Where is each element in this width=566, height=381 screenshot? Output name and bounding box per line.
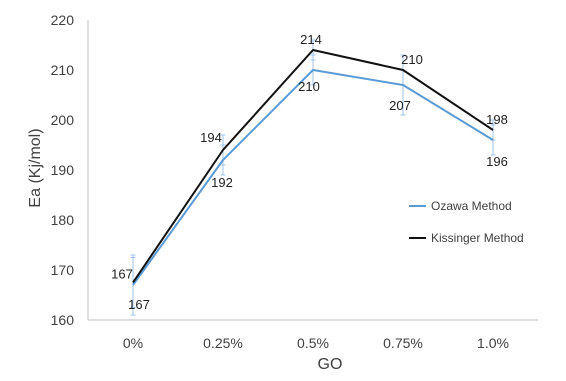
x-tick-label: 0.5% xyxy=(297,335,329,351)
legend: Ozawa Method Kissinger Method xyxy=(409,199,524,245)
kissinger-series-line xyxy=(132,49,494,284)
y-axis-title: Ea (Kj/mol) xyxy=(27,128,44,207)
x-tick-label: 1.0% xyxy=(477,335,509,351)
x-tick-labels: 0% 0.25% 0.5% 0.75% 1.0% xyxy=(123,335,509,351)
data-label: 196 xyxy=(486,154,508,169)
y-tick-label: 160 xyxy=(51,312,75,328)
data-label: 192 xyxy=(211,175,233,190)
x-tick-label: 0.25% xyxy=(203,335,243,351)
data-label: 194 xyxy=(200,130,222,145)
data-label: 210 xyxy=(401,52,423,67)
data-label: 167 xyxy=(111,267,133,282)
legend-label: Ozawa Method xyxy=(431,199,512,213)
data-label: 198 xyxy=(486,112,508,127)
chart-axes xyxy=(87,20,538,321)
ozawa-series-line xyxy=(132,69,494,286)
y-tick-label: 190 xyxy=(51,162,75,178)
series-lines xyxy=(132,49,494,286)
y-tick-label: 220 xyxy=(51,12,75,28)
legend-label: Kissinger Method xyxy=(431,231,524,245)
data-labels: 167 192 210 207 196 167 194 214 210 198 xyxy=(111,32,508,312)
x-tick-label: 0.75% xyxy=(383,335,423,351)
y-tick-label: 200 xyxy=(51,112,75,128)
y-tick-labels: 160 170 180 190 200 210 220 xyxy=(51,12,75,328)
data-label: 167 xyxy=(128,297,150,312)
y-tick-label: 180 xyxy=(51,212,75,228)
data-label: 214 xyxy=(300,32,322,47)
data-label: 210 xyxy=(298,79,320,94)
y-tick-label: 170 xyxy=(51,262,75,278)
data-label: 207 xyxy=(389,98,411,113)
x-axis-title: GO xyxy=(318,356,343,373)
x-tick-label: 0% xyxy=(123,335,143,351)
y-tick-label: 210 xyxy=(51,62,75,78)
